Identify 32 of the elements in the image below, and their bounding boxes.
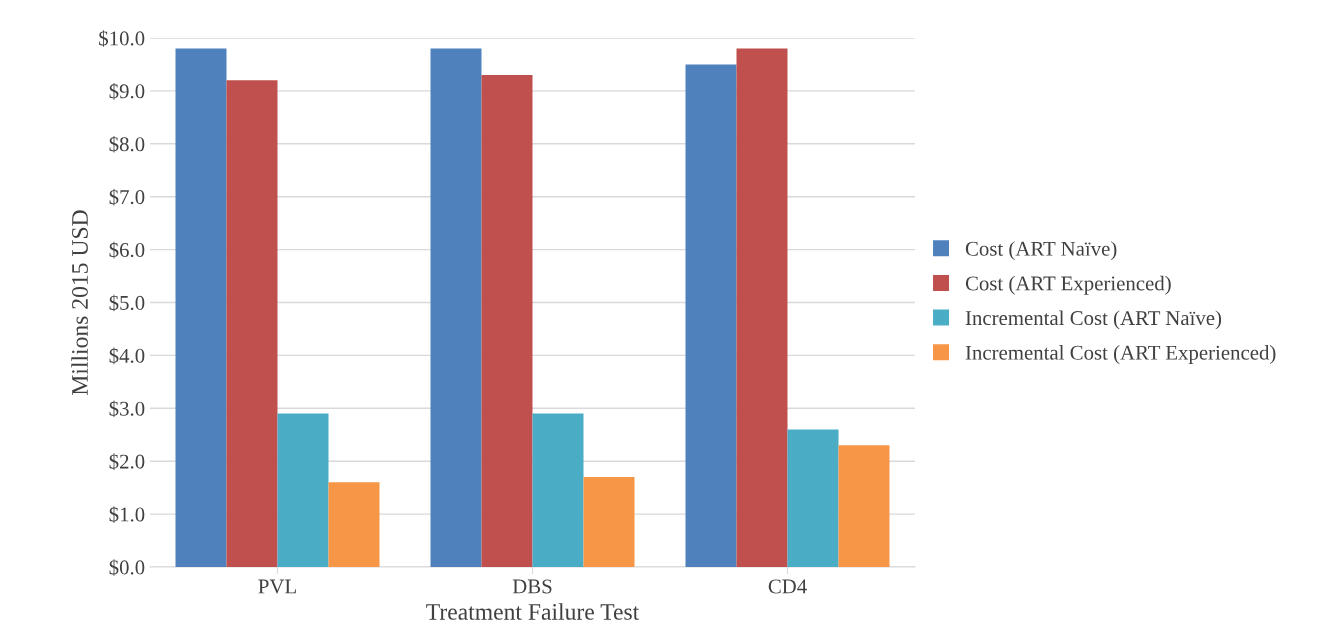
legend-label: Incremental Cost (ART Naïve): [965, 310, 1222, 330]
bar: [430, 48, 482, 567]
bar: [838, 445, 890, 567]
y-tick-label: $0.0: [109, 559, 145, 576]
x-axis-title: Treatment Failure Test: [426, 603, 640, 620]
bar: [175, 48, 227, 567]
bar: [736, 48, 788, 567]
y-tick-label: $5.0: [109, 294, 145, 312]
bar: [532, 413, 584, 567]
y-tick-label: $2.0: [109, 453, 145, 471]
x-tick-label: CD4: [768, 579, 807, 594]
legend-label: Incremental Cost (ART Experienced): [965, 345, 1276, 364]
legend-label: Cost (ART Naïve): [965, 241, 1117, 261]
x-tick-label: DBS: [512, 579, 552, 594]
y-tick-label: $4.0: [109, 347, 145, 365]
bar: [583, 477, 635, 567]
y-tick-label: $3.0: [109, 400, 145, 418]
legend-label: Cost (ART Experienced): [965, 275, 1171, 295]
bar: [685, 64, 737, 567]
y-tick-label: $8.0: [109, 135, 145, 153]
y-tick-label: $10.0: [99, 30, 145, 47]
y-axis-title: Millions 2015 USD: [71, 210, 88, 395]
bar: [787, 429, 839, 567]
bar: [328, 482, 380, 567]
bar: [481, 75, 533, 567]
y-tick-label: $1.0: [109, 506, 145, 523]
bar: [277, 413, 329, 567]
bar: [226, 80, 278, 567]
y-tick-label: $9.0: [109, 83, 145, 100]
y-tick-label: $6.0: [109, 241, 145, 259]
x-tick-label: PVL: [258, 579, 296, 594]
y-tick-label: $7.0: [109, 188, 145, 206]
